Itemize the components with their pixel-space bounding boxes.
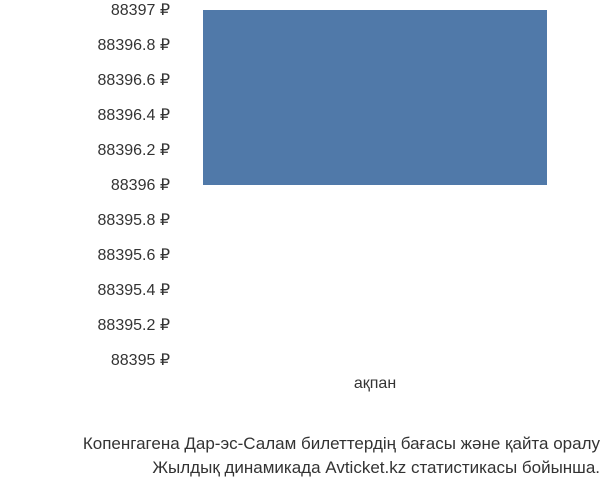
y-tick-label: 88396.6 ₽ bbox=[98, 70, 170, 90]
caption-line-1: Копенгагена Дар-эс-Салам билеттердің бағ… bbox=[0, 432, 600, 456]
y-tick-label: 88395.8 ₽ bbox=[98, 210, 170, 230]
y-tick-label: 88397 ₽ bbox=[111, 0, 170, 20]
y-tick-label: 88396 ₽ bbox=[111, 175, 170, 195]
y-tick-label: 88396.2 ₽ bbox=[98, 140, 170, 160]
y-tick-label: 88395.4 ₽ bbox=[98, 280, 170, 300]
x-axis-label: ақпан bbox=[354, 375, 396, 393]
y-axis: 88397 ₽ 88396.8 ₽ 88396.6 ₽ 88396.4 ₽ 88… bbox=[40, 10, 170, 360]
caption-line-2: Жылдық динамикада Avticket.kz статистика… bbox=[0, 456, 600, 480]
y-tick-label: 88395.2 ₽ bbox=[98, 315, 170, 335]
y-tick-label: 88396.8 ₽ bbox=[98, 35, 170, 55]
chart-bar bbox=[203, 10, 546, 185]
y-tick-label: 88395 ₽ bbox=[111, 350, 170, 370]
chart-caption: Копенгагена Дар-эс-Салам билеттердің бағ… bbox=[0, 432, 600, 480]
y-tick-label: 88395.6 ₽ bbox=[98, 245, 170, 265]
chart-container: 88397 ₽ 88396.8 ₽ 88396.6 ₽ 88396.4 ₽ 88… bbox=[40, 10, 580, 390]
y-tick-label: 88396.4 ₽ bbox=[98, 105, 170, 125]
plot-area: ақпан bbox=[180, 10, 570, 360]
